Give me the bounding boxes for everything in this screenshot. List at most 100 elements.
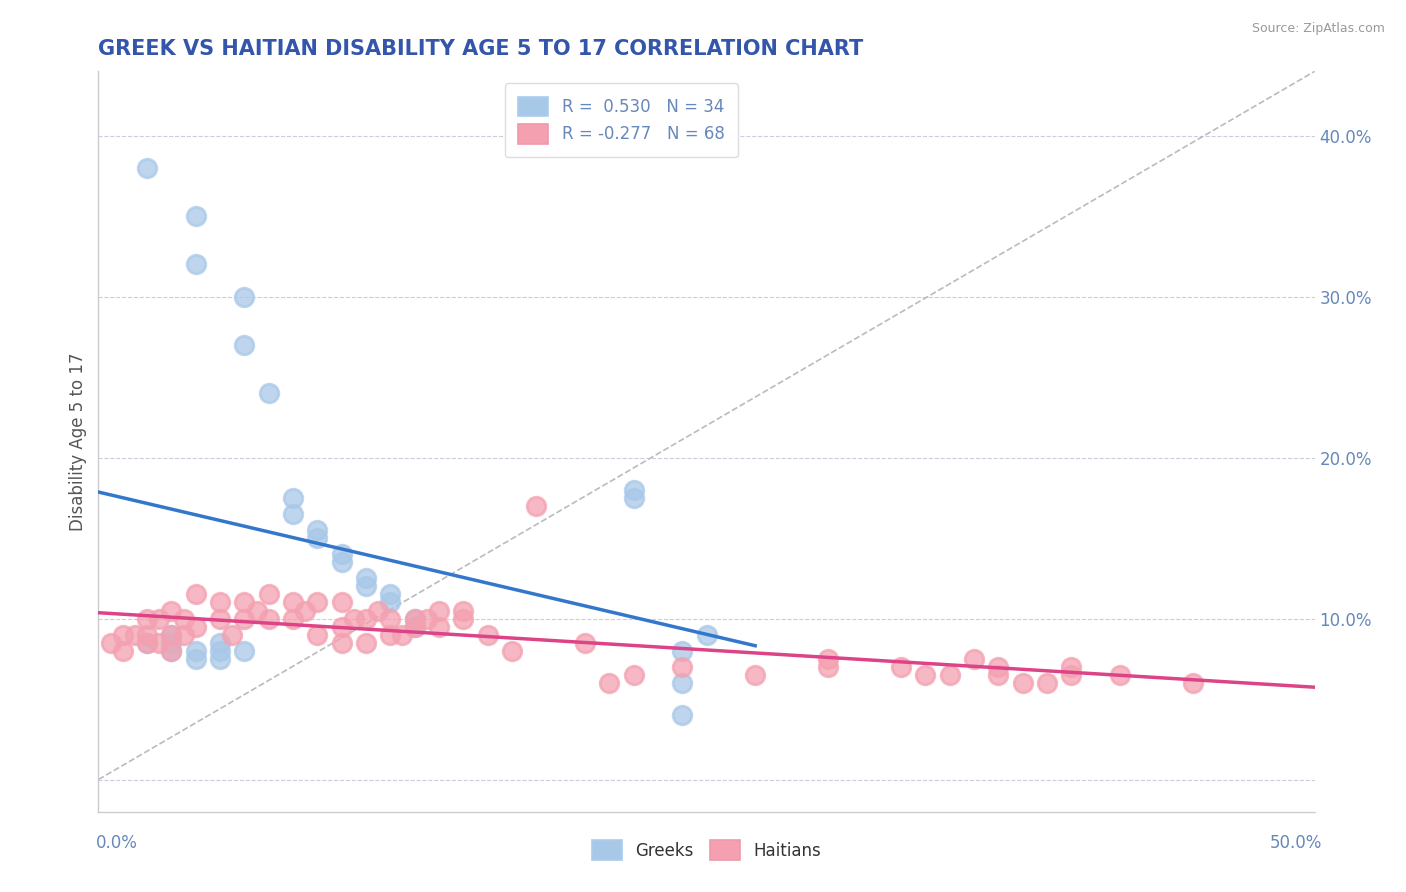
Point <box>574 636 596 650</box>
Point <box>427 619 450 633</box>
Point <box>696 628 718 642</box>
Point <box>330 547 353 561</box>
Point <box>1060 660 1083 674</box>
Point <box>380 611 402 625</box>
Text: 0.0%: 0.0% <box>96 834 138 852</box>
Point <box>963 652 986 666</box>
Point <box>671 644 693 658</box>
Point <box>354 579 377 593</box>
Point <box>294 603 316 617</box>
Point <box>233 611 256 625</box>
Point <box>160 644 183 658</box>
Point <box>100 636 122 650</box>
Y-axis label: Disability Age 5 to 17: Disability Age 5 to 17 <box>69 352 87 531</box>
Point <box>817 652 839 666</box>
Point <box>416 611 439 625</box>
Legend: Greeks, Haitians: Greeks, Haitians <box>585 834 828 866</box>
Point <box>501 644 523 658</box>
Point <box>404 619 426 633</box>
Point <box>598 676 620 690</box>
Point <box>404 619 426 633</box>
Point <box>987 660 1010 674</box>
Point <box>380 595 402 609</box>
Point <box>136 636 159 650</box>
Point <box>173 628 195 642</box>
Point <box>427 603 450 617</box>
Point <box>1060 668 1083 682</box>
Point <box>257 611 280 625</box>
Point <box>136 161 159 175</box>
Text: GREEK VS HAITIAN DISABILITY AGE 5 TO 17 CORRELATION CHART: GREEK VS HAITIAN DISABILITY AGE 5 TO 17 … <box>98 38 863 59</box>
Point <box>817 660 839 674</box>
Point <box>281 507 304 521</box>
Point <box>209 644 232 658</box>
Point <box>404 611 426 625</box>
Point <box>136 628 159 642</box>
Point <box>330 619 353 633</box>
Point <box>136 611 159 625</box>
Point <box>184 209 207 223</box>
Point <box>281 611 304 625</box>
Point <box>330 595 353 609</box>
Point <box>307 531 329 545</box>
Point <box>524 499 547 513</box>
Point <box>245 603 267 617</box>
Point <box>221 628 243 642</box>
Point <box>367 603 389 617</box>
Point <box>307 523 329 537</box>
Point <box>160 644 183 658</box>
Point <box>354 611 377 625</box>
Point <box>354 571 377 585</box>
Point <box>184 619 207 633</box>
Point <box>124 628 146 642</box>
Point <box>671 708 693 723</box>
Point <box>184 644 207 658</box>
Point <box>233 338 256 352</box>
Point <box>111 628 134 642</box>
Point <box>477 628 499 642</box>
Point <box>404 611 426 625</box>
Point <box>1011 676 1033 690</box>
Point <box>890 660 912 674</box>
Point <box>1182 676 1205 690</box>
Point <box>330 555 353 569</box>
Point <box>257 386 280 401</box>
Point <box>307 595 329 609</box>
Point <box>209 611 232 625</box>
Point <box>233 644 256 658</box>
Point <box>209 652 232 666</box>
Point <box>391 628 413 642</box>
Point <box>209 595 232 609</box>
Point <box>184 587 207 601</box>
Point <box>281 595 304 609</box>
Point <box>281 491 304 505</box>
Point <box>209 636 232 650</box>
Point <box>160 628 183 642</box>
Point <box>330 636 353 650</box>
Point <box>671 660 693 674</box>
Point <box>136 636 159 650</box>
Point <box>453 603 475 617</box>
Point <box>160 628 183 642</box>
Point <box>939 668 962 682</box>
Text: 50.0%: 50.0% <box>1270 834 1322 852</box>
Point <box>354 636 377 650</box>
Point <box>111 644 134 658</box>
Point <box>173 611 195 625</box>
Point <box>148 636 170 650</box>
Point <box>343 611 366 625</box>
Point <box>307 628 329 642</box>
Text: Source: ZipAtlas.com: Source: ZipAtlas.com <box>1251 22 1385 36</box>
Point <box>914 668 936 682</box>
Point <box>1109 668 1132 682</box>
Point <box>453 611 475 625</box>
Point <box>623 491 645 505</box>
Point <box>160 603 183 617</box>
Point <box>160 636 183 650</box>
Point <box>1036 676 1059 690</box>
Point <box>671 676 693 690</box>
Point <box>233 595 256 609</box>
Point <box>623 483 645 497</box>
Point <box>184 652 207 666</box>
Point <box>380 587 402 601</box>
